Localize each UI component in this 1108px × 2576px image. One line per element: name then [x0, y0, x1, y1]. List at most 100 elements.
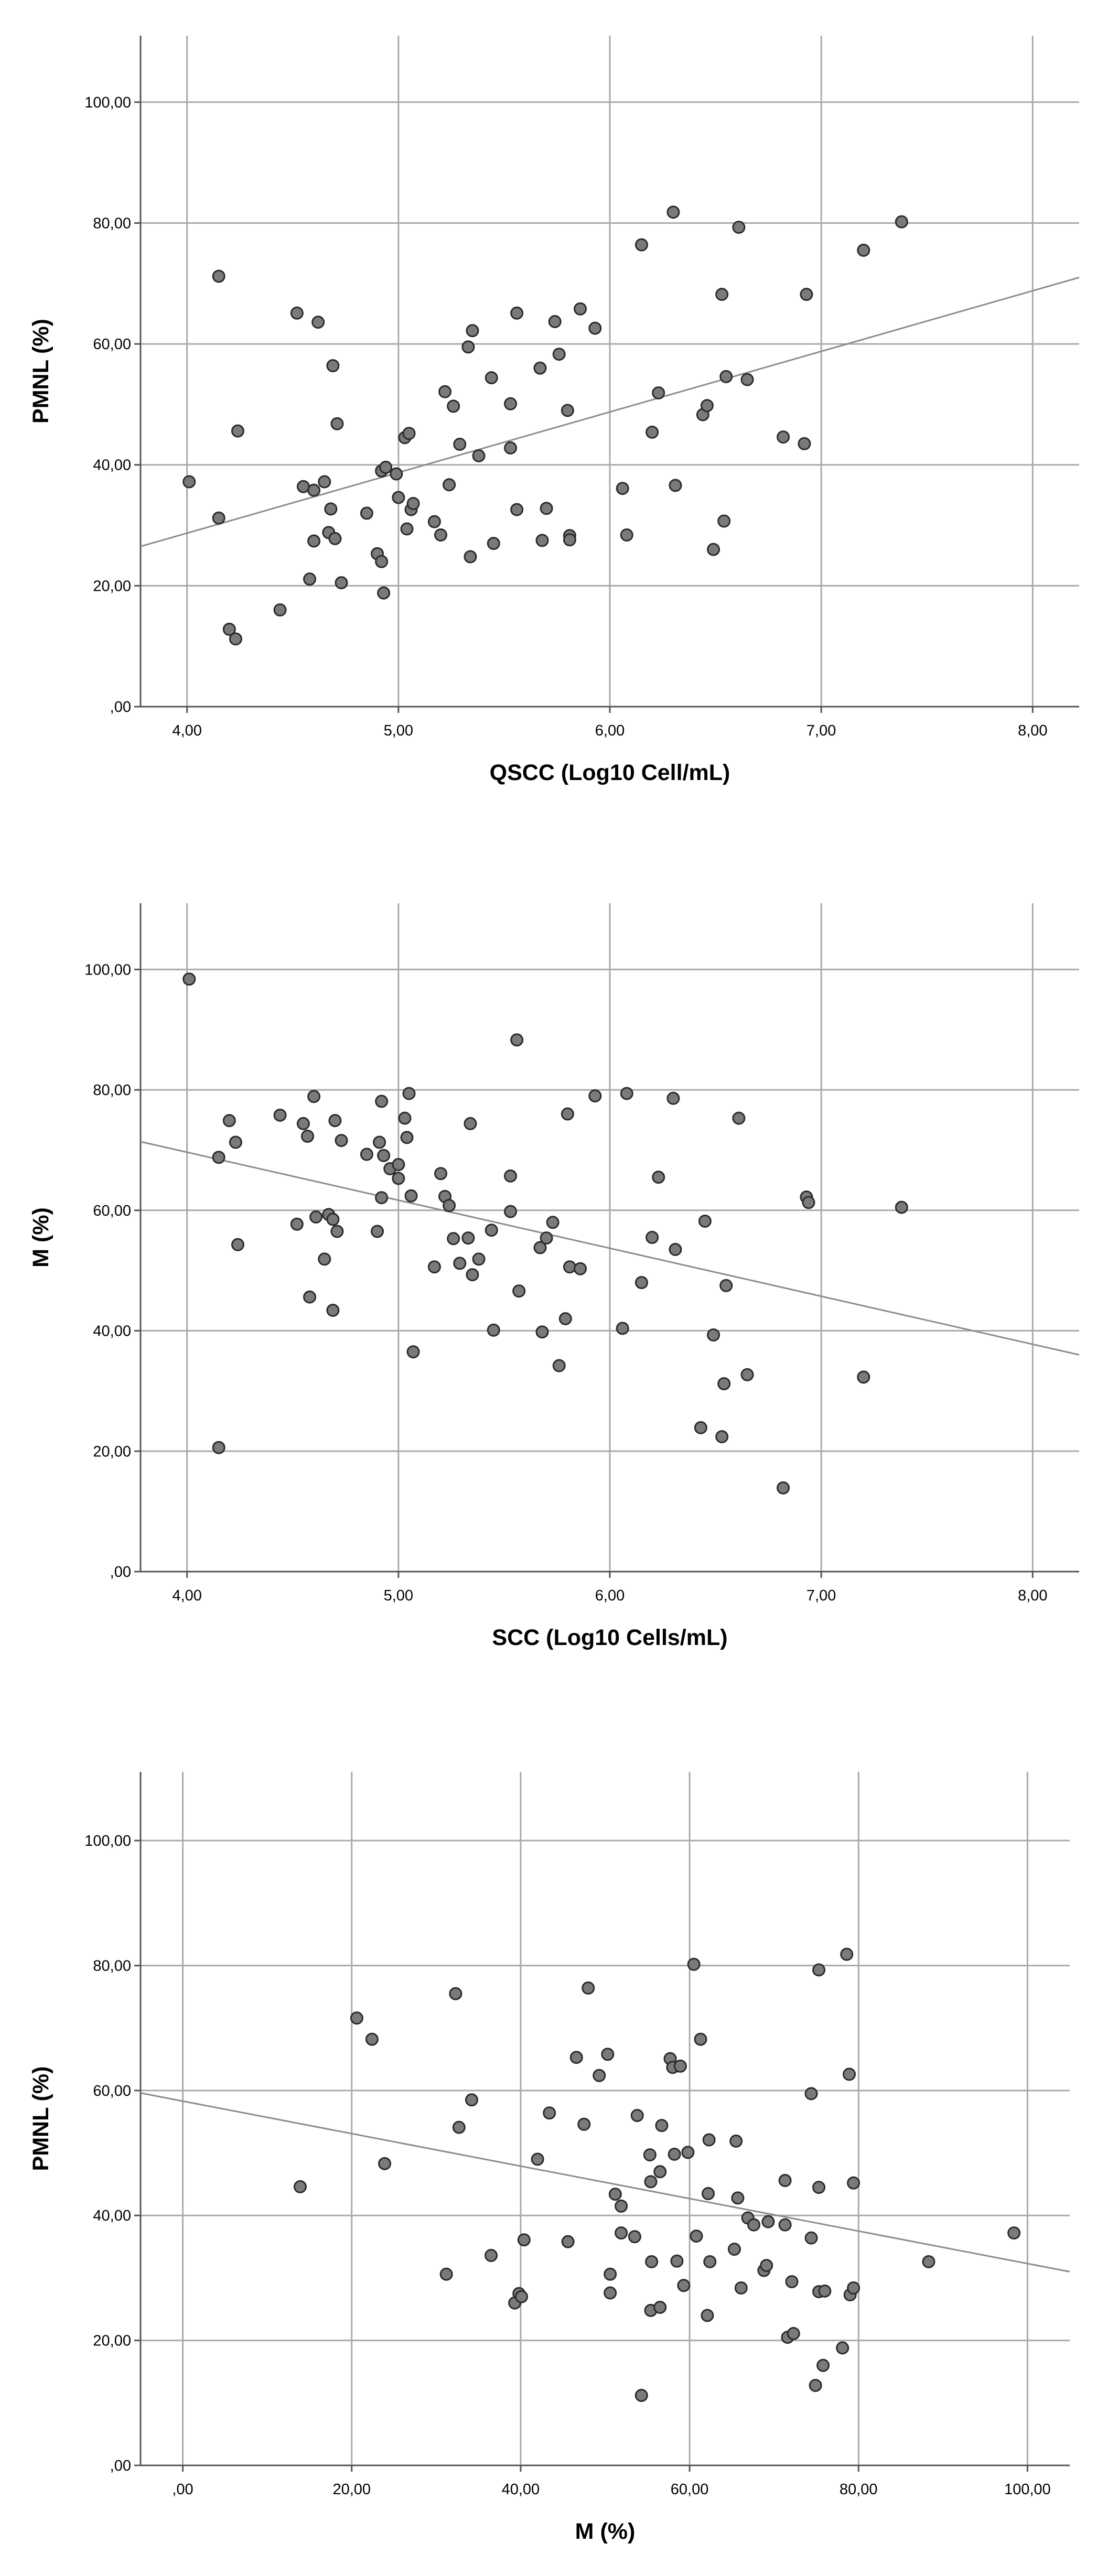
y-tick-label: 20,00	[93, 1443, 131, 1460]
data-point	[818, 2284, 832, 2298]
data-point	[646, 1231, 659, 1244]
y-tick-label: 80,00	[93, 215, 131, 232]
data-point	[377, 586, 391, 600]
data-point	[229, 632, 242, 646]
data-point	[307, 483, 321, 497]
data-point	[715, 1430, 729, 1444]
data-point	[729, 2134, 743, 2148]
data-point	[652, 1171, 665, 1184]
data-point	[307, 1090, 321, 1103]
data-point	[802, 1196, 815, 1209]
data-point	[588, 321, 602, 335]
data-point	[681, 2146, 695, 2159]
data-point	[434, 1167, 447, 1181]
data-point	[512, 1284, 526, 1298]
data-point	[510, 1033, 524, 1047]
data-point	[563, 533, 576, 547]
data-point	[392, 491, 405, 504]
data-point	[620, 528, 633, 542]
data-point	[717, 514, 731, 528]
data-point	[655, 2119, 669, 2133]
data-point	[840, 1947, 854, 1961]
data-point	[273, 603, 287, 616]
fit-line	[140, 1141, 1080, 1356]
data-point	[634, 238, 648, 252]
data-point	[798, 437, 811, 450]
data-point	[707, 1328, 720, 1342]
data-point	[404, 1189, 418, 1203]
data-point	[222, 1114, 236, 1128]
fit-line	[140, 2092, 1070, 2272]
data-point	[669, 479, 682, 492]
data-point	[464, 550, 477, 564]
data-point	[335, 1134, 348, 1148]
data-point	[670, 2254, 684, 2268]
data-point	[443, 1199, 456, 1213]
x-tick-label: 8,00	[1018, 722, 1047, 739]
data-point	[700, 399, 714, 413]
data-point	[707, 543, 720, 556]
data-point	[330, 1225, 344, 1238]
x-axis-title: SCC (Log10 Cells/mL)	[492, 1625, 727, 1650]
data-point	[778, 2173, 792, 2187]
data-point	[843, 2068, 856, 2081]
data-point	[690, 2229, 703, 2243]
data-point	[653, 2165, 667, 2179]
data-point	[296, 1117, 310, 1130]
data-point	[558, 1312, 572, 1326]
data-point	[778, 2218, 792, 2232]
data-point	[535, 534, 549, 547]
data-point	[643, 2148, 657, 2162]
data-point	[630, 2109, 644, 2123]
y-tick-label: 80,00	[93, 1957, 131, 1974]
data-point	[231, 424, 244, 438]
y-tick-label: ,00	[110, 699, 131, 716]
data-point	[402, 1087, 416, 1100]
data-point	[747, 2218, 761, 2232]
data-point	[804, 2087, 818, 2101]
data-point	[533, 361, 547, 375]
data-point	[616, 1322, 629, 1335]
data-point	[330, 417, 344, 430]
data-point	[379, 460, 393, 474]
data-point	[702, 2187, 715, 2201]
y-axis-title: PMNL (%)	[28, 319, 53, 424]
data-point	[434, 528, 447, 542]
data-point	[400, 522, 414, 536]
y-tick-label: 100,00	[84, 961, 131, 978]
data-point	[608, 2188, 622, 2201]
data-point	[472, 1252, 486, 1266]
data-point	[328, 532, 342, 545]
data-point	[303, 572, 317, 586]
data-point	[719, 370, 733, 383]
data-point	[628, 2230, 641, 2244]
data-point	[303, 1290, 317, 1304]
data-point	[375, 1191, 389, 1205]
y-tick-label: 100,00	[84, 94, 131, 111]
data-point	[290, 1217, 304, 1231]
data-point	[464, 1117, 477, 1130]
data-point	[231, 1238, 244, 1251]
data-point	[438, 385, 452, 398]
data-point	[731, 2191, 745, 2205]
x-tick-label: 7,00	[806, 722, 836, 739]
data-point	[466, 1268, 479, 1282]
data-point	[760, 2259, 773, 2272]
data-point	[427, 1260, 441, 1274]
data-point	[561, 2235, 575, 2248]
data-point	[668, 2147, 681, 2161]
data-point	[453, 1257, 467, 1270]
data-point	[548, 315, 562, 328]
data-point	[377, 1149, 391, 1162]
data-point	[732, 221, 746, 234]
x-tick-label: 40,00	[502, 2481, 540, 2498]
data-point	[577, 2117, 591, 2131]
data-point	[694, 2032, 707, 2046]
data-point	[533, 1241, 547, 1254]
data-point	[307, 534, 321, 548]
data-point	[390, 467, 403, 481]
data-point	[673, 2059, 687, 2073]
y-tick-label: ,00	[110, 2458, 131, 2474]
data-point	[588, 1089, 602, 1103]
